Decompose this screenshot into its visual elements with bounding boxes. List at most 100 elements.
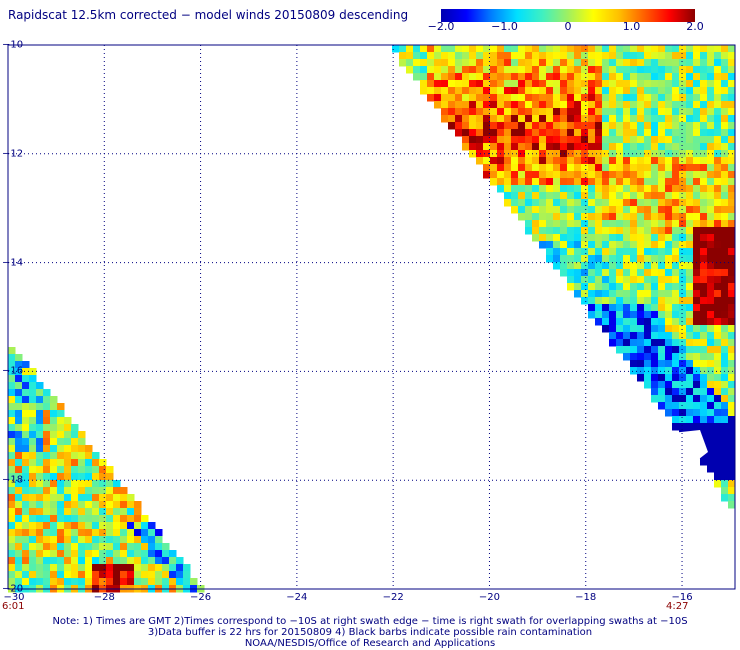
swath-cell: [546, 45, 554, 53]
swath-cell: [504, 94, 512, 102]
swath-cell: [462, 52, 470, 60]
swath-cell: [574, 94, 582, 102]
swath-cell: [707, 150, 715, 158]
swath-cell: [728, 494, 736, 502]
swath-cell: [616, 129, 624, 137]
swath-cell: [658, 297, 666, 305]
swath-cell: [553, 192, 561, 200]
swath-cell: [162, 571, 170, 579]
swath-cell: [71, 480, 79, 488]
swath-cell: [518, 101, 526, 109]
swath-cell: [50, 529, 58, 537]
swath-cell: [71, 529, 79, 537]
swath-cell: [700, 73, 708, 81]
swath-cell: [462, 115, 470, 123]
swath-cell: [78, 578, 86, 586]
swath-cell: [78, 508, 86, 516]
swath-cell: [672, 395, 680, 403]
swath-cell: [36, 438, 44, 446]
swath-cell: [560, 199, 568, 207]
swath-cell: [672, 122, 680, 130]
swath-cell: [679, 290, 687, 298]
swath-cell: [532, 150, 540, 158]
swath-cell: [120, 557, 128, 565]
swath-cell: [616, 227, 624, 235]
swath-cell: [602, 59, 610, 67]
swath-cell: [651, 297, 659, 305]
swath-cell: [714, 339, 722, 347]
swath-cell: [29, 578, 37, 586]
swath-cell: [476, 108, 484, 116]
swath-cell: [721, 213, 729, 221]
swath-cell: [630, 283, 638, 291]
swath-cell: [78, 480, 86, 488]
swath-cell: [637, 80, 645, 88]
swath-cell: [693, 206, 701, 214]
swath-cell: [721, 437, 729, 445]
swath-cell: [29, 564, 37, 572]
swath-cell: [665, 311, 673, 319]
swath-cell: [658, 87, 666, 95]
swath-cell: [707, 311, 715, 319]
swath-cell: [602, 290, 610, 298]
swath-cell: [644, 360, 652, 368]
swath-cell: [553, 206, 561, 214]
swath-cell: [609, 318, 617, 326]
swath-cell: [672, 185, 680, 193]
swath-cell: [595, 80, 603, 88]
swath-cell: [721, 234, 729, 242]
swath-cell: [651, 367, 659, 375]
swath-cell: [15, 424, 23, 432]
swath-cell: [707, 409, 715, 417]
swath-cell: [588, 290, 596, 298]
swath-cell: [721, 451, 729, 459]
swath-cell: [679, 381, 687, 389]
swath-cell: [546, 52, 554, 60]
swath-cell: [616, 66, 624, 74]
swath-cell: [665, 367, 673, 375]
swath-cell: [721, 52, 729, 60]
swath-cell: [588, 213, 596, 221]
swath-cell: [511, 66, 519, 74]
swath-cell: [686, 87, 694, 95]
swath-cell: [665, 262, 673, 270]
swath-cell: [665, 94, 673, 102]
swath-cell: [560, 73, 568, 81]
swath-cell: [693, 178, 701, 186]
swath-cell: [546, 213, 554, 221]
swath-cell: [728, 171, 736, 179]
swath-cell: [560, 248, 568, 256]
swath-cell: [57, 410, 65, 418]
swath-cell: [560, 220, 568, 228]
swath-cell: [679, 297, 687, 305]
swath-cell: [476, 115, 484, 123]
swath-cell: [78, 501, 86, 509]
swath-cell: [651, 73, 659, 81]
swath-cell: [8, 508, 16, 516]
swath-cell: [78, 459, 86, 467]
swath-cell: [113, 571, 121, 579]
swath-cell: [64, 578, 72, 586]
swath-cell: [106, 564, 114, 572]
swath-cell: [434, 101, 442, 109]
swath-cell: [665, 388, 673, 396]
swath-cell: [64, 508, 72, 516]
swath-cell: [693, 171, 701, 179]
swath-cell: [525, 227, 533, 235]
swath-cell: [476, 73, 484, 81]
swath-cell: [644, 318, 652, 326]
swath-cell: [490, 52, 498, 60]
swath-cell: [574, 234, 582, 242]
swath-cell: [85, 578, 93, 586]
swath-cell: [36, 403, 44, 411]
swath-cell: [155, 578, 163, 586]
swath-cell: [15, 396, 23, 404]
swath-cell: [637, 353, 645, 361]
swath-cell: [588, 255, 596, 263]
lon-tick-label: −24: [286, 592, 308, 603]
swath-cell: [469, 129, 477, 137]
swath-cell: [427, 59, 435, 67]
swath-cell: [532, 87, 540, 95]
swath-cell: [721, 395, 729, 403]
